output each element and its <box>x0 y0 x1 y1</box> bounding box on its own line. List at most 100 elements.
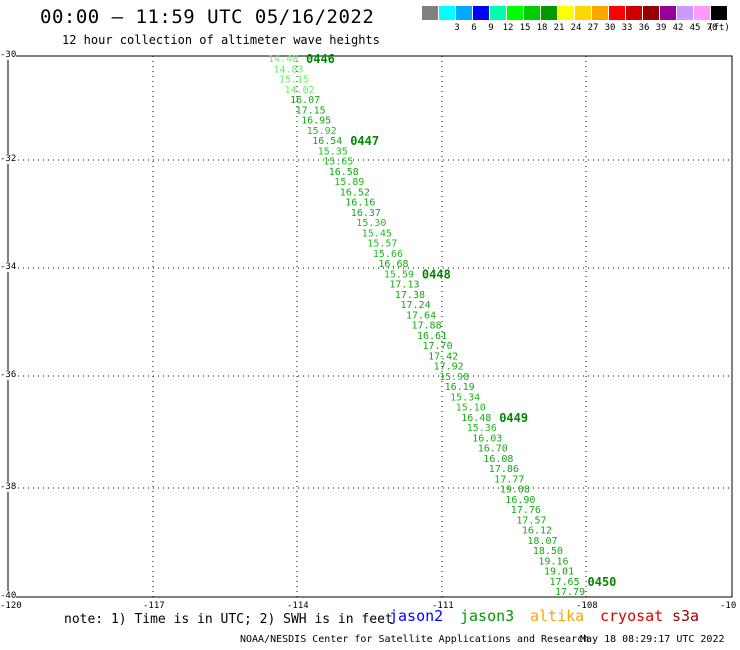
pass-time-label: 0449 <box>499 411 528 425</box>
legend-tick: 36 <box>638 23 650 33</box>
swh-value: 15.45 <box>362 228 392 239</box>
legend-unit: (ft) <box>708 23 730 33</box>
legend-swatch <box>507 6 523 20</box>
legend-tick: 6 <box>471 23 477 33</box>
swh-value: 19.01 <box>544 567 574 578</box>
legend-tick: 30 <box>604 23 616 33</box>
pass-time-label: 0447 <box>350 134 379 148</box>
legend-swatch <box>490 6 506 20</box>
swh-value: 15.66 <box>373 249 403 260</box>
swh-value: 16.70 <box>478 444 508 455</box>
lon-tick-label: -120 <box>0 601 22 611</box>
swh-value: 16.90 <box>505 495 535 506</box>
swh-value: 17.65 <box>550 577 580 588</box>
swh-value: 16.07 <box>290 95 320 106</box>
legend-swatch <box>677 6 693 20</box>
generation-timestamp: May 18 08:29:17 UTC 2022 <box>580 634 725 645</box>
legend-swatch <box>626 6 642 20</box>
legend-swatch <box>541 6 557 20</box>
legend-tick: 18 <box>536 23 548 33</box>
swh-value: 16.48 <box>461 413 491 424</box>
swh-value: 15.35 <box>318 146 348 157</box>
wave-height-map: 14.4814.8315.1514.0216.0717.1516.9515.92… <box>7 52 733 598</box>
legend-swatch <box>524 6 540 20</box>
swh-value: 15.57 <box>367 239 397 250</box>
lat-tick-label: -36 <box>0 370 17 380</box>
swh-value: 17.88 <box>412 321 442 332</box>
swh-value: 15.34 <box>450 392 480 403</box>
legend-swatch <box>558 6 574 20</box>
swh-value: 15.98 <box>439 372 469 383</box>
swh-value: 16.95 <box>301 116 331 127</box>
lat-tick-label: -30 <box>0 50 17 60</box>
legend-tick: 39 <box>655 23 667 33</box>
pass-time-label: 0450 <box>588 575 617 589</box>
swh-value: 19.08 <box>500 485 530 496</box>
legend-swatch <box>422 6 438 20</box>
swh-value: 19.16 <box>538 556 568 567</box>
swh-value: 17.92 <box>434 362 464 373</box>
swh-value: 16.61 <box>417 331 447 342</box>
swh-value: 17.70 <box>423 341 453 352</box>
legend-tick: 9 <box>488 23 494 33</box>
legend-tick: 15 <box>519 23 531 33</box>
swh-value: 16.08 <box>483 454 513 465</box>
pass-time-label: 0448 <box>422 267 451 281</box>
swh-value: 16.54 <box>312 136 342 147</box>
swh-value: 14.83 <box>274 64 304 75</box>
satellite-jason2: jason2 <box>389 607 444 625</box>
credit-line: NOAA/NESDIS Center for Satellite Applica… <box>240 634 590 645</box>
swh-value: 16.19 <box>445 382 475 393</box>
map-subtitle: 12 hour collection of altimeter wave hei… <box>62 33 380 47</box>
legend-swatch <box>609 6 625 20</box>
swh-value: 17.24 <box>401 300 431 311</box>
footer-note: note: 1) Time is in UTC; 2) SWH is in fe… <box>64 612 393 627</box>
legend-swatch <box>660 6 676 20</box>
legend-swatch <box>456 6 472 20</box>
swh-value: 17.77 <box>494 474 524 485</box>
swh-value: 15.36 <box>467 423 497 434</box>
lon-tick-label: -114 <box>287 601 309 611</box>
swh-value: 17.38 <box>395 290 425 301</box>
satellite-altika: altika <box>530 607 585 625</box>
lon-tick-label: -108 <box>576 601 598 611</box>
swh-value: 14.48 <box>268 54 298 65</box>
legend-swatch <box>711 6 727 20</box>
lat-tick-label: -38 <box>0 482 17 492</box>
legend-tick: 42 <box>672 23 684 33</box>
swh-value: 16.03 <box>472 433 502 444</box>
swh-value: 16.12 <box>522 526 552 537</box>
legend-tick: 70 <box>706 23 718 33</box>
swh-value: 16.58 <box>329 167 359 178</box>
swh-value: 18.50 <box>533 546 563 557</box>
swh-value: 17.42 <box>428 351 458 362</box>
legend-tick: 21 <box>553 23 565 33</box>
lon-tick-label: -10 <box>720 601 737 611</box>
swh-value: 17.86 <box>489 464 519 475</box>
legend-tick: 27 <box>587 23 599 33</box>
swh-value: 15.65 <box>323 157 353 168</box>
swh-value: 15.30 <box>356 218 386 229</box>
swh-value: 15.15 <box>279 75 309 86</box>
legend-swatch <box>643 6 659 20</box>
legend-tick: 24 <box>570 23 582 33</box>
satellite-jason3: jason3 <box>460 607 515 625</box>
swh-value: 17.64 <box>406 310 436 321</box>
pass-time-label: 0446 <box>306 52 335 66</box>
swh-value: 17.15 <box>296 105 326 116</box>
lon-tick-label: -117 <box>143 601 165 611</box>
lon-tick-label: -111 <box>432 601 454 611</box>
satellite-s3a: s3a <box>672 607 700 625</box>
swh-value: 16.16 <box>345 198 375 209</box>
legend-tick: 45 <box>689 23 701 33</box>
swh-value: 16.68 <box>378 259 408 270</box>
legend-swatch <box>439 6 455 20</box>
swh-value: 15.59 <box>384 269 414 280</box>
map-title: 00:00 – 11:59 UTC 05/16/2022 <box>40 6 375 28</box>
legend-swatch <box>592 6 608 20</box>
swh-value: 15.89 <box>334 177 364 188</box>
swh-value: 17.13 <box>389 280 419 291</box>
lat-tick-label: -32 <box>0 154 17 164</box>
lat-tick-label: -34 <box>0 262 17 272</box>
swh-value: 17.57 <box>516 515 546 526</box>
